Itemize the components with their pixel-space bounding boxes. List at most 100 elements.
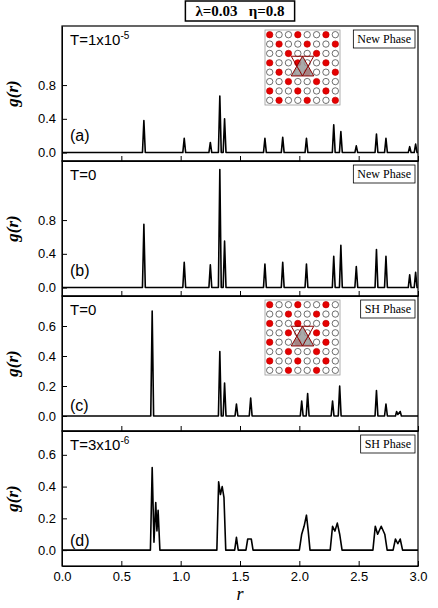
panel-label: (b) bbox=[70, 262, 90, 279]
lattice-site-filled bbox=[267, 32, 273, 38]
lattice-site-open bbox=[313, 41, 319, 47]
y-axis-title: g(r) bbox=[3, 80, 22, 107]
lattice-site-filled bbox=[285, 311, 291, 317]
x-tick bbox=[299, 426, 300, 431]
lattice-site-open bbox=[323, 41, 329, 47]
lattice-site-filled bbox=[295, 302, 301, 308]
annotation: T=3x10-6 bbox=[70, 435, 130, 453]
y-axis-title: g(r) bbox=[3, 485, 22, 512]
lattice-site-filled bbox=[267, 320, 273, 326]
lattice-site-open bbox=[267, 50, 273, 56]
x-tick-mark bbox=[62, 561, 63, 566]
y-tick-mark bbox=[62, 416, 67, 417]
x-tick-mark bbox=[418, 156, 419, 161]
annotation-text: T=0 bbox=[70, 301, 96, 318]
x-tick-mark bbox=[62, 156, 63, 161]
lattice-site-filled bbox=[295, 32, 301, 38]
plot-frame bbox=[62, 296, 418, 431]
x-tick-label: 2.0 bbox=[291, 569, 309, 584]
lattice-inset bbox=[265, 300, 340, 375]
lattice-site-filled bbox=[332, 69, 338, 75]
x-tick-mark bbox=[418, 291, 419, 296]
lattice-site-open bbox=[267, 97, 273, 103]
x-tick-mark bbox=[121, 426, 122, 431]
lattice-site-filled bbox=[295, 88, 301, 94]
annotation-superscript: -5 bbox=[120, 30, 129, 41]
lattice-site-open bbox=[285, 302, 291, 308]
x-tick: 2.5 bbox=[350, 561, 368, 584]
lattice-site-open bbox=[267, 367, 273, 373]
y-tick: 0.0 bbox=[38, 145, 67, 160]
lattice-site-open bbox=[267, 69, 273, 75]
y-tick: 0.2 bbox=[38, 511, 67, 526]
panel-label: (c) bbox=[70, 397, 89, 414]
lattice-site-filled bbox=[323, 32, 329, 38]
lattice-site-filled bbox=[313, 330, 319, 336]
lattice-site-open bbox=[276, 367, 282, 373]
y-tick-label: 0.8 bbox=[38, 78, 56, 93]
lattice-site-open bbox=[295, 348, 301, 354]
y-tick: 0.6 bbox=[38, 319, 67, 334]
x-tick-mark bbox=[418, 426, 419, 431]
y-tick-mark bbox=[62, 85, 67, 86]
x-tick: 0.0 bbox=[53, 561, 71, 584]
lattice-site-filled bbox=[285, 348, 291, 354]
y-tick: 0.0 bbox=[38, 280, 67, 295]
lattice-site-open bbox=[267, 311, 273, 317]
lattice-site-filled bbox=[313, 78, 319, 84]
panel: 0.00.20.40.6g(r)T=0(c)SH Phase bbox=[3, 296, 419, 432]
lattice-site-filled bbox=[285, 367, 291, 373]
x-tick bbox=[359, 426, 360, 431]
lattice-site-filled bbox=[323, 339, 329, 345]
lattice-site-filled bbox=[276, 97, 282, 103]
x-tick-label: 0.5 bbox=[113, 569, 131, 584]
lattice-site-open bbox=[285, 358, 291, 364]
lattice-site-open bbox=[267, 41, 273, 47]
panel: 0.00.20.40.60.00.51.01.52.02.53.0g(r)rT=… bbox=[3, 431, 428, 604]
y-tick-label: 0.4 bbox=[38, 246, 56, 261]
lattice-site-open bbox=[276, 339, 282, 345]
lattice-site-open bbox=[323, 311, 329, 317]
lattice-site-filled bbox=[313, 367, 319, 373]
lattice-site-open bbox=[332, 302, 338, 308]
lattice-site-open bbox=[304, 348, 310, 354]
y-tick-mark bbox=[62, 220, 67, 221]
lattice-site-open bbox=[285, 320, 291, 326]
lattice-site-filled bbox=[304, 97, 310, 103]
lattice-site-open bbox=[304, 358, 310, 364]
x-tick-label: 2.5 bbox=[350, 569, 368, 584]
x-tick: 1.5 bbox=[231, 561, 249, 584]
y-tick-label: 0.0 bbox=[38, 145, 56, 160]
lattice-site-open bbox=[323, 78, 329, 84]
lattice-site-open bbox=[267, 78, 273, 84]
x-tick bbox=[418, 156, 419, 161]
lattice-site-open bbox=[313, 32, 319, 38]
panel: 0.00.40.8g(r)T=1x10-5(a)New Phase bbox=[3, 26, 419, 162]
y-tick-mark bbox=[62, 518, 67, 519]
lattice-site-filled bbox=[323, 60, 329, 66]
lattice-site-open bbox=[276, 302, 282, 308]
x-tick-mark bbox=[181, 156, 182, 161]
plot-frame bbox=[62, 161, 418, 296]
x-tick-mark bbox=[299, 156, 300, 161]
lattice-site-open bbox=[304, 302, 310, 308]
lattice-triangle bbox=[291, 326, 314, 346]
annotation-text: T=3x10 bbox=[70, 436, 120, 453]
lattice-site-filled bbox=[323, 88, 329, 94]
lattice-site-open bbox=[332, 348, 338, 354]
x-axis-title: r bbox=[236, 584, 244, 604]
x-tick-mark bbox=[181, 426, 182, 431]
x-tick-mark bbox=[240, 156, 241, 161]
lattice-site-open bbox=[313, 320, 319, 326]
lattice-site-open bbox=[313, 302, 319, 308]
gr-curve bbox=[62, 96, 418, 153]
x-tick bbox=[299, 156, 300, 161]
lattice-inset bbox=[265, 30, 340, 105]
y-tick: 0.2 bbox=[38, 379, 67, 394]
lattice-site-open bbox=[276, 348, 282, 354]
y-tick-mark bbox=[62, 356, 67, 357]
lattice-site-filled bbox=[285, 78, 291, 84]
x-tick bbox=[181, 156, 182, 161]
lattice-site-open bbox=[276, 88, 282, 94]
lattice-site-open bbox=[267, 348, 273, 354]
